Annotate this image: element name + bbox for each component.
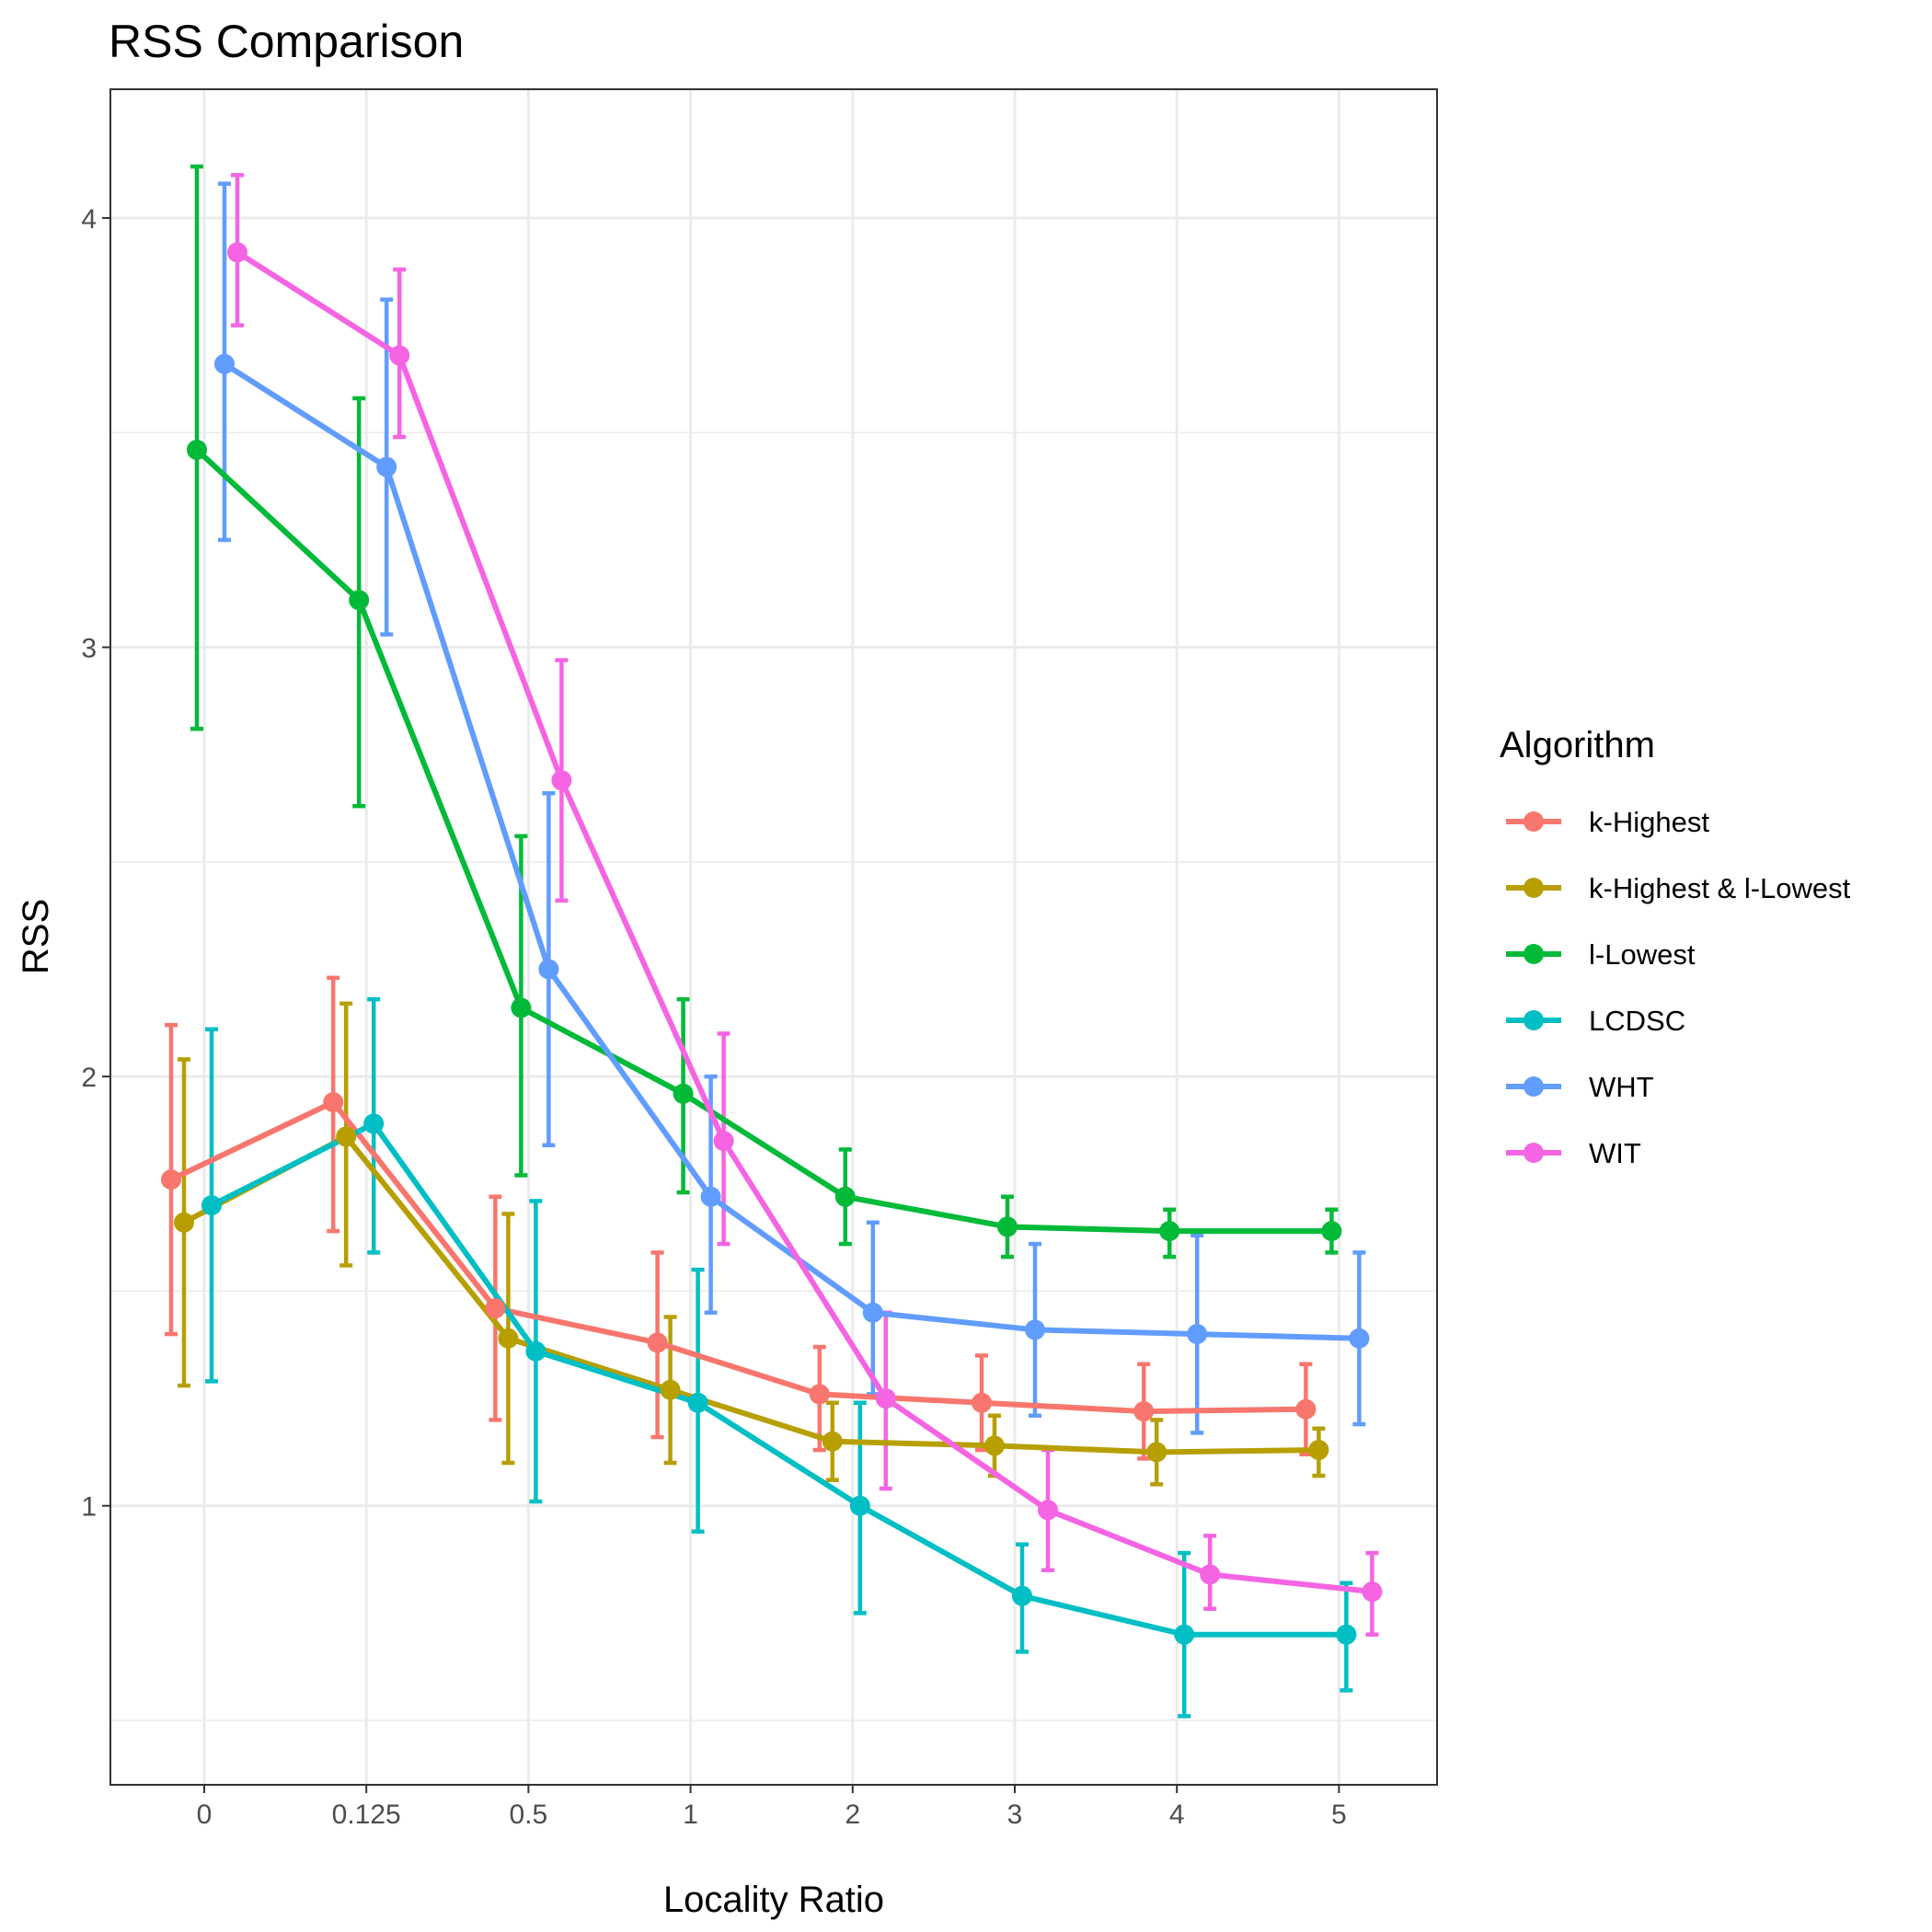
data-point [1362, 1581, 1383, 1603]
x-tick-label: 2 [845, 1800, 860, 1830]
x-axis-label: Locality Ratio [663, 1880, 884, 1920]
data-point [363, 1113, 385, 1134]
data-point [174, 1212, 194, 1233]
data-point [1349, 1328, 1370, 1349]
plot-border [109, 88, 1438, 1786]
data-point [660, 1379, 681, 1400]
data-point [1146, 1442, 1167, 1463]
data-point [809, 1384, 830, 1405]
data-point [997, 1216, 1018, 1237]
legend-label: WIT [1589, 1137, 1641, 1169]
legend-swatch-point [1524, 944, 1544, 964]
data-point [862, 1302, 883, 1323]
data-point [1336, 1624, 1357, 1645]
data-point [1012, 1585, 1032, 1606]
data-point [538, 959, 559, 980]
data-point [1133, 1401, 1155, 1422]
data-point [700, 1186, 721, 1207]
data-point [187, 439, 207, 460]
series-line [223, 362, 1360, 1341]
y-tick-label: 4 [81, 204, 97, 235]
x-tick-label: 0 [197, 1800, 213, 1830]
series-line [169, 1099, 1306, 1415]
data-point [485, 1298, 506, 1319]
y-tick-label: 1 [81, 1492, 97, 1523]
data-point [498, 1328, 519, 1349]
data-point [551, 770, 572, 791]
x-tick-label: 4 [1169, 1800, 1185, 1830]
series-line [182, 1133, 1319, 1455]
data-point [161, 1169, 181, 1190]
data-point [1159, 1221, 1180, 1242]
data-point [875, 1388, 896, 1409]
data-point [1025, 1319, 1045, 1340]
x-tick-label: 0.125 [332, 1800, 401, 1830]
y-axis-ticks: 1 2 3 4 [81, 204, 110, 1523]
legend-items: k-Highest k-Highest & l-Lowest l-Lowest LCD… [1506, 806, 1851, 1169]
data-point [673, 1083, 694, 1104]
data-point [349, 590, 370, 611]
legend-swatch-point [1524, 811, 1544, 832]
data-point [525, 1340, 546, 1362]
legend-label: k-Highest & l-Lowest [1589, 872, 1851, 904]
data-point [687, 1392, 708, 1413]
data-point [713, 1131, 734, 1152]
data-point [376, 456, 397, 477]
legend-swatch-point [1524, 1076, 1544, 1097]
data-point [834, 1186, 856, 1207]
series-line [194, 447, 1332, 1235]
series-line [210, 1121, 1347, 1638]
data-point [1187, 1324, 1208, 1345]
x-tick-label: 0.5 [510, 1800, 548, 1830]
data-point [984, 1435, 1005, 1456]
y-tick-label: 2 [81, 1063, 97, 1093]
series-line [236, 249, 1373, 1595]
data-point [1200, 1564, 1221, 1585]
data-point [227, 242, 247, 263]
legend-label: WHT [1589, 1071, 1654, 1103]
x-tick-label: 3 [1007, 1800, 1023, 1830]
legend-swatch-point [1524, 1010, 1544, 1030]
series-points [161, 242, 1383, 1645]
legend-swatch-point [1524, 878, 1544, 898]
y-axis-label: RSS [16, 899, 56, 974]
legend-title: Algorithm [1500, 725, 1655, 765]
x-tick-label: 5 [1331, 1800, 1347, 1830]
data-point [1308, 1440, 1329, 1461]
data-point [1038, 1500, 1058, 1521]
data-point [1321, 1221, 1342, 1242]
legend: Algorithm k-Highest k-Highest & l-Lowest l… [1500, 725, 1851, 1169]
data-point [201, 1195, 222, 1216]
data-point [1174, 1624, 1195, 1645]
x-tick-label: 1 [683, 1800, 698, 1830]
chart-title: RSS Comparison [109, 16, 464, 67]
data-point [972, 1392, 992, 1413]
data-point [214, 353, 235, 374]
data-point [389, 345, 410, 366]
legend-swatch-point [1524, 1143, 1544, 1163]
data-point [822, 1431, 843, 1452]
data-point [647, 1332, 668, 1353]
x-axis-ticks: 0 0.125 0.5 1 2 3 4 5 [197, 1785, 1347, 1830]
legend-label: l-Lowest [1589, 938, 1696, 971]
y-tick-label: 3 [81, 634, 97, 664]
legend-label: k-Highest [1589, 806, 1709, 838]
data-point [323, 1092, 344, 1113]
series-lines [169, 249, 1373, 1638]
data-point [336, 1126, 357, 1147]
data-point [1295, 1398, 1317, 1420]
plot-background [110, 89, 1437, 1785]
legend-label: LCDSC [1589, 1005, 1685, 1037]
data-point [511, 997, 532, 1018]
data-point [849, 1495, 870, 1516]
